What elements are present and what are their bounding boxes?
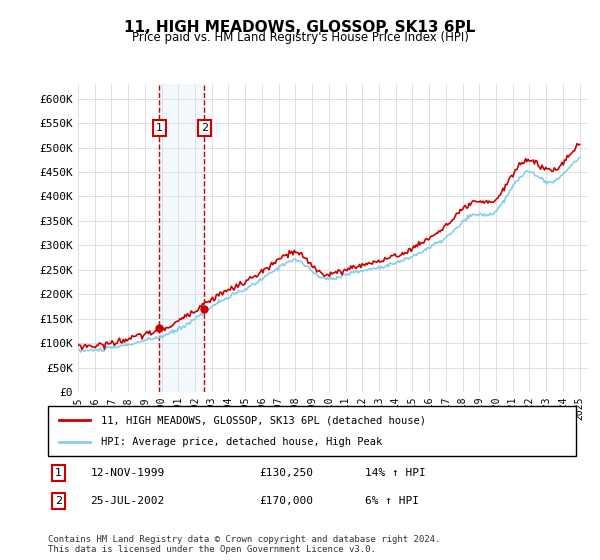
Text: 25-JUL-2002: 25-JUL-2002 [90,496,164,506]
FancyBboxPatch shape [48,406,576,456]
Text: 12-NOV-1999: 12-NOV-1999 [90,468,164,478]
Text: £170,000: £170,000 [259,496,313,506]
Text: 11, HIGH MEADOWS, GLOSSOP, SK13 6PL (detached house): 11, HIGH MEADOWS, GLOSSOP, SK13 6PL (det… [101,415,426,425]
Text: 2: 2 [55,496,62,506]
Text: 6% ↑ HPI: 6% ↑ HPI [365,496,419,506]
Text: Contains HM Land Registry data © Crown copyright and database right 2024.
This d: Contains HM Land Registry data © Crown c… [48,535,440,554]
Bar [160,84,205,392]
Text: 1: 1 [55,468,62,478]
Text: HPI: Average price, detached house, High Peak: HPI: Average price, detached house, High… [101,437,382,447]
Text: 1: 1 [156,123,163,133]
Text: 14% ↑ HPI: 14% ↑ HPI [365,468,425,478]
Text: 2: 2 [201,123,208,133]
Text: £130,250: £130,250 [259,468,313,478]
Text: 11, HIGH MEADOWS, GLOSSOP, SK13 6PL: 11, HIGH MEADOWS, GLOSSOP, SK13 6PL [124,20,476,35]
Text: Price paid vs. HM Land Registry's House Price Index (HPI): Price paid vs. HM Land Registry's House … [131,31,469,44]
